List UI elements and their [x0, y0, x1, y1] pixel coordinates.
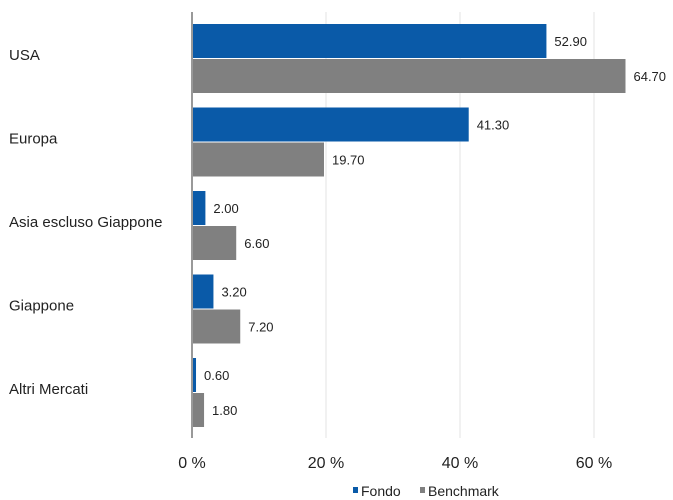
category-label: Altri Mercati	[9, 381, 88, 398]
bar-benchmark	[193, 226, 237, 260]
value-label: 64.70	[633, 69, 666, 84]
value-label: 0.60	[204, 368, 229, 383]
value-label: 7.20	[248, 320, 273, 335]
bar-fondo	[193, 191, 206, 225]
category-label: USA	[9, 47, 40, 64]
bar-fondo	[193, 358, 197, 392]
bar-fondo	[193, 24, 547, 58]
x-tick-label: 0 %	[178, 455, 206, 472]
x-tick-labels: 0 % 20 % 40 % 60 %	[178, 455, 612, 472]
legend-label-fondo: Fondo	[361, 483, 401, 499]
bars	[193, 24, 626, 427]
category-label: Giappone	[9, 298, 74, 315]
bar-benchmark	[193, 393, 205, 427]
value-label: 2.00	[213, 201, 238, 216]
value-label: 1.80	[212, 403, 237, 418]
legend: Fondo Benchmark	[353, 483, 500, 499]
category-labels: USA Europa Asia escluso Giappone Giappone Al…	[9, 47, 162, 398]
category-label: Europa	[9, 131, 58, 148]
category-label: Asia escluso Giappone	[9, 214, 162, 231]
legend-swatch-fondo	[353, 487, 358, 493]
value-label: 19.70	[332, 153, 365, 168]
bar-fondo	[193, 107, 469, 142]
value-labels: 52.90 64.70 41.30 19.70 2.00 6.60 3.20 7.20 0.60…	[204, 34, 666, 418]
bar-benchmark	[193, 309, 241, 344]
x-tick-label: 20 %	[308, 455, 344, 472]
bar-benchmark	[193, 59, 626, 93]
value-label: 41.30	[477, 118, 510, 133]
x-tick-label: 40 %	[442, 455, 478, 472]
bar-fondo	[193, 274, 214, 309]
legend-swatch-benchmark	[420, 487, 425, 493]
value-label: 52.90	[554, 34, 587, 49]
value-label: 3.20	[221, 285, 246, 300]
value-label: 6.60	[244, 236, 269, 251]
legend-label-benchmark: Benchmark	[428, 483, 500, 499]
bar-benchmark	[193, 142, 324, 177]
x-tick-label: 60 %	[576, 455, 612, 472]
